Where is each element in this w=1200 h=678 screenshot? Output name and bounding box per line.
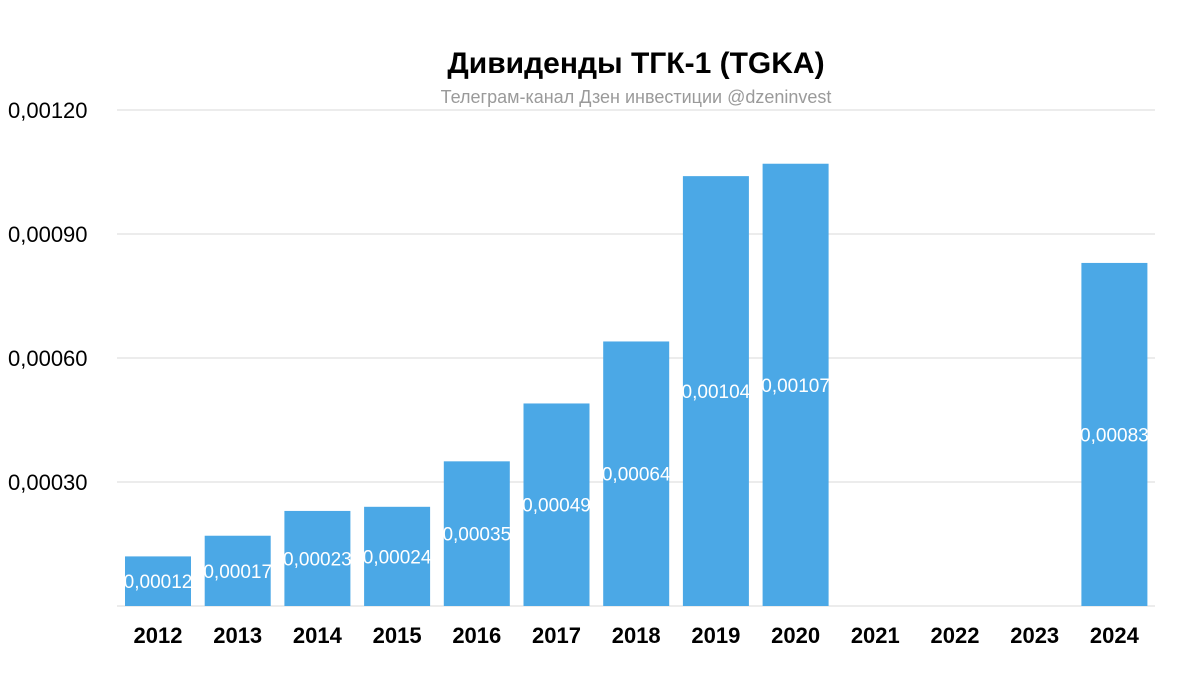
x-axis-ticks: 2012 2013 2014 2015 2016 2017 2018 2019 2020 2021… bbox=[134, 623, 1140, 648]
x-tick-label: 2015 bbox=[373, 623, 422, 648]
bar-data-label: 0,00049 bbox=[522, 496, 591, 517]
bar-data-label: 0,00023 bbox=[283, 549, 352, 570]
x-tick-label: 2024 bbox=[1090, 623, 1140, 648]
bar bbox=[523, 403, 590, 606]
x-tick-label: 2017 bbox=[532, 623, 581, 648]
x-tick-label: 2012 bbox=[134, 623, 183, 648]
bar-data-label: 0,00012 bbox=[124, 572, 193, 593]
bar-data-label: 0,00064 bbox=[602, 465, 671, 486]
y-tick-label: 0,00030 bbox=[8, 470, 88, 495]
x-tick-label: 2021 bbox=[851, 623, 900, 648]
y-tick-label: 0,00060 bbox=[8, 346, 88, 371]
bar-data-label: 0,00024 bbox=[363, 547, 432, 568]
bar bbox=[682, 176, 749, 606]
chart-title: Дивиденды ТГК-1 (TGKA) bbox=[447, 47, 824, 80]
bar bbox=[1081, 262, 1148, 606]
bar bbox=[443, 461, 510, 606]
x-tick-label: 2020 bbox=[771, 623, 820, 648]
bar bbox=[125, 556, 191, 606]
x-tick-label: 2022 bbox=[931, 623, 980, 648]
bars bbox=[125, 163, 1148, 606]
bar bbox=[204, 535, 271, 606]
bar-data-label: 0,00017 bbox=[203, 562, 272, 583]
bar-data-label: 0,00083 bbox=[1080, 425, 1149, 446]
chart-subtitle: Телеграм-канал Дзен инвестиции @dzeninve… bbox=[441, 87, 832, 107]
y-axis-ticks: 0,00030 0,00060 0,00090 0,00120 bbox=[8, 98, 88, 495]
y-tick-label: 0,00120 bbox=[8, 98, 88, 123]
bar bbox=[603, 341, 670, 606]
x-tick-label: 2019 bbox=[691, 623, 740, 648]
bar bbox=[762, 163, 829, 606]
x-tick-label: 2014 bbox=[293, 623, 343, 648]
bar-data-label: 0,00104 bbox=[682, 382, 751, 403]
bar-data-label: 0,00035 bbox=[442, 525, 511, 546]
bar bbox=[364, 506, 431, 606]
bar bbox=[284, 510, 351, 606]
x-tick-label: 2013 bbox=[213, 623, 262, 648]
bar-data-label: 0,00107 bbox=[761, 376, 830, 397]
x-tick-label: 2023 bbox=[1010, 623, 1059, 648]
data-labels: 0,00012 0,00017 0,00023 0,00024 0,00035 0,000… bbox=[124, 376, 1149, 593]
x-tick-label: 2018 bbox=[612, 623, 661, 648]
y-tick-label: 0,00090 bbox=[8, 222, 88, 247]
x-tick-label: 2016 bbox=[452, 623, 501, 648]
